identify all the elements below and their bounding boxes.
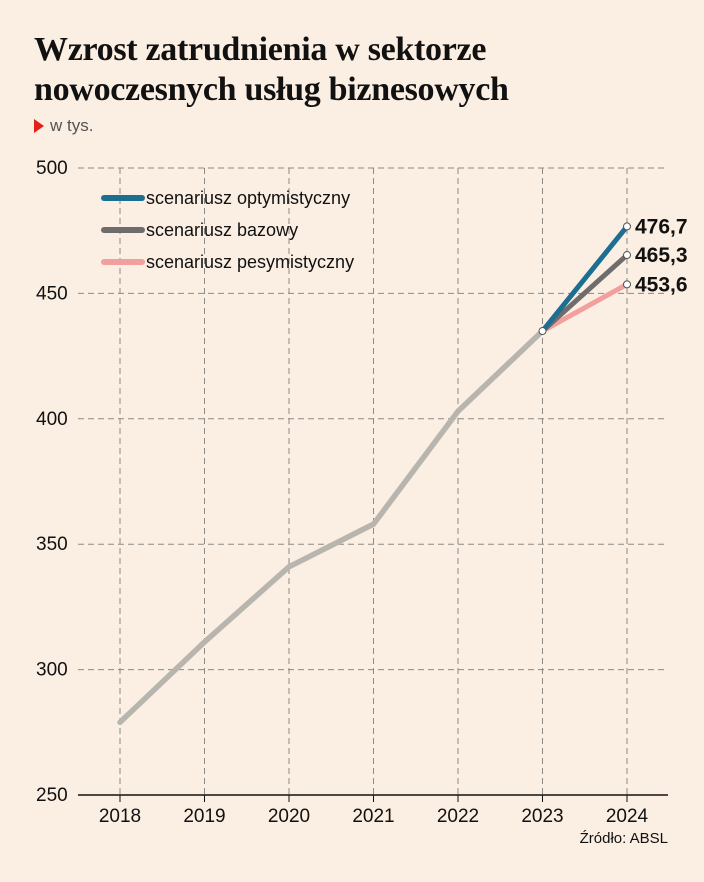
y-tick-label: 250: [36, 785, 68, 806]
unit-label: w tys.: [34, 116, 93, 136]
scenario-series-line: [540, 252, 630, 334]
data-point-marker: [623, 251, 631, 260]
x-tick-label: 2022: [437, 806, 479, 827]
triangle-marker-icon: [34, 119, 44, 133]
source-note: Źródło: ABSL: [579, 830, 668, 847]
data-point-marker: [623, 222, 631, 231]
y-tick-label: 450: [36, 283, 68, 304]
legend-label: scenariusz optymistyczny: [146, 188, 350, 208]
chart-title: Wzrost zatrudnienia w sektorze nowoczesn…: [34, 31, 509, 108]
history-series-line: [117, 328, 546, 726]
x-tick-label: 2023: [521, 806, 563, 827]
unit-text: w tys.: [50, 116, 94, 135]
scenario-series-line: [540, 281, 630, 334]
scenario-series-line: [540, 223, 630, 334]
data-point-marker: [623, 280, 631, 289]
data-label: 453,6: [635, 273, 688, 296]
x-tick-label: 2019: [183, 806, 225, 827]
legend-label: scenariusz pesymistyczny: [146, 252, 354, 272]
data-point-marker: [538, 327, 547, 336]
legend-label: scenariusz bazowy: [146, 220, 298, 240]
y-tick-label: 350: [36, 534, 68, 555]
y-tick-label: 400: [36, 409, 68, 430]
x-tick-label: 2021: [352, 806, 394, 827]
data-label: 476,7: [635, 215, 688, 238]
x-tick-label: 2020: [268, 806, 310, 827]
x-tick-label: 2018: [99, 806, 141, 827]
data-label: 465,3: [635, 244, 688, 267]
y-tick-label: 300: [36, 660, 68, 681]
x-tick-label: 2024: [606, 806, 649, 827]
y-tick-label: 500: [36, 158, 68, 179]
